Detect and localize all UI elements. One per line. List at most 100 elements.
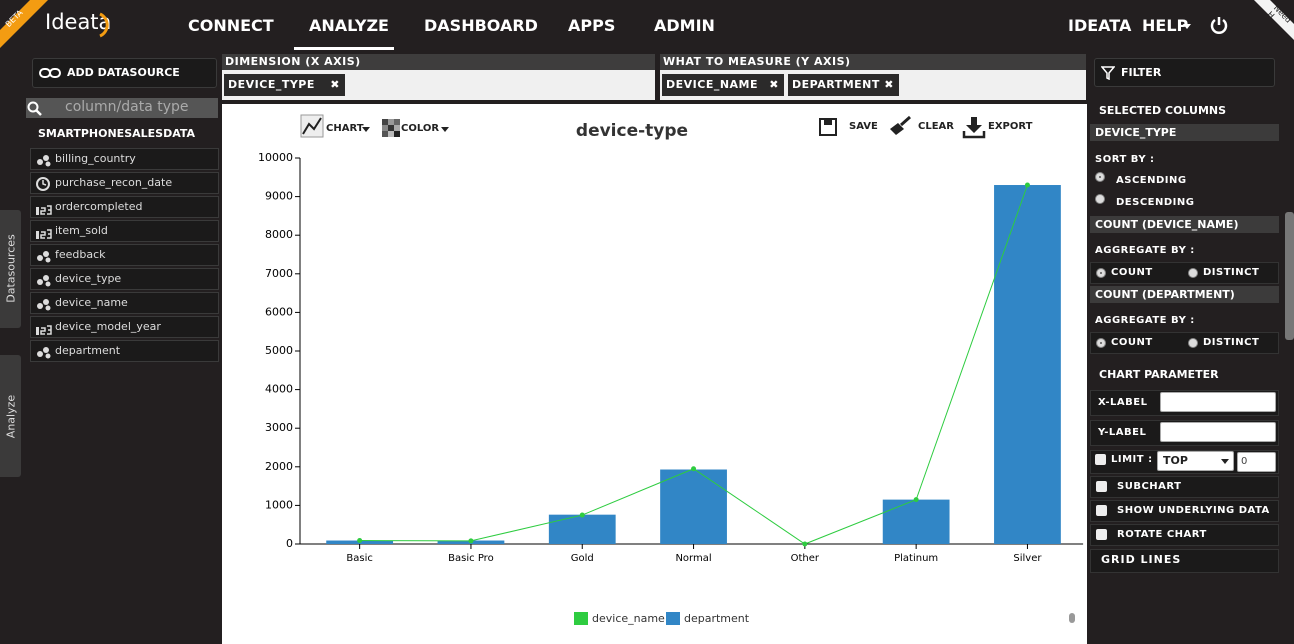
column-type-icon	[36, 177, 50, 191]
side-tab-label: Analyze	[4, 394, 18, 439]
dimension-header: DIMENSION (X AXIS)	[222, 54, 655, 70]
line-point	[913, 497, 919, 503]
scrollbar[interactable]	[1285, 212, 1294, 340]
datasource-name[interactable]: SMARTPHONESALESDATA	[38, 127, 196, 140]
agg-row	[1090, 332, 1279, 354]
help-ribbon[interactable]	[1254, 0, 1294, 40]
checkbox-row[interactable]: ROTATE CHART	[1090, 524, 1279, 546]
column-type-icon	[36, 229, 52, 239]
nav-item[interactable]: APPS	[568, 16, 616, 35]
column-name: item_sold	[55, 224, 108, 237]
checkbox[interactable]	[1096, 529, 1107, 540]
checkbox-row[interactable]: SUBCHART	[1090, 476, 1279, 498]
measure-header: WHAT TO MEASURE (Y AXIS)	[660, 54, 1086, 70]
column-item[interactable]: department	[30, 340, 219, 362]
aggregate-option[interactable]: COUNT	[1111, 337, 1153, 348]
chart-type-button[interactable]: CHART	[326, 123, 364, 134]
aggregate-label: AGGREGATE BY :	[1095, 315, 1195, 326]
column-type-icon	[37, 299, 51, 311]
color-button[interactable]: COLOR	[401, 123, 440, 134]
nav-item[interactable]: ADMIN	[654, 16, 715, 35]
aggregate-option[interactable]: DISTINCT	[1203, 267, 1260, 278]
column-item[interactable]: device_name	[30, 292, 219, 314]
checkbox-label: ROTATE CHART	[1117, 529, 1207, 540]
checkbox-label: SHOW UNDERLYING DATA	[1117, 505, 1270, 516]
clear-button[interactable]: CLEAR	[918, 121, 954, 132]
help-menu[interactable]: HELP	[1142, 16, 1189, 35]
checkbox[interactable]	[1096, 505, 1107, 516]
dimension-chip[interactable]: DEVICE_TYPE ✖	[224, 74, 345, 96]
column-type-icon	[37, 251, 51, 263]
checkbox[interactable]	[1096, 481, 1107, 492]
column-name: device_model_year	[55, 320, 161, 333]
measure-chip[interactable]: DEPARTMENT ✖	[788, 74, 899, 96]
line-point	[691, 466, 697, 472]
chip-label: DEPARTMENT	[792, 78, 880, 91]
selected-columns-title: SELECTED COLUMNS	[1099, 104, 1227, 117]
radio-button[interactable]	[1188, 338, 1198, 348]
aggregate-option[interactable]: COUNT	[1111, 267, 1153, 278]
y-tick-label: 6000	[265, 305, 293, 318]
text-input[interactable]	[1160, 392, 1276, 412]
search-box[interactable]	[26, 98, 218, 118]
chart: device-type 0 1000 2000 3000 4000 5000 6000 700…	[258, 121, 1084, 625]
column-item[interactable]: billing_country	[30, 148, 219, 170]
chip-label: DEVICE_TYPE	[228, 78, 315, 91]
side-tab-label: Datasources	[4, 234, 18, 303]
y-tick-label: 5000	[265, 344, 293, 357]
x-tick-label: Platinum	[894, 553, 938, 564]
column-item[interactable]: ordercompleted	[30, 196, 219, 218]
save-icon	[819, 118, 837, 136]
radio-button[interactable]	[1095, 172, 1105, 182]
column-item[interactable]: feedback	[30, 244, 219, 266]
export-button[interactable]: EXPORT	[988, 121, 1033, 132]
bar	[660, 469, 727, 544]
power-button[interactable]	[1209, 15, 1229, 35]
checkbox[interactable]	[1095, 454, 1106, 465]
user-menu[interactable]: IDEATA	[1068, 16, 1132, 35]
radio-button[interactable]	[1096, 338, 1106, 348]
side-tab[interactable]	[0, 210, 21, 328]
radio-button[interactable]	[1096, 268, 1106, 278]
grid-lines-row[interactable]	[1090, 549, 1279, 573]
column-name: purchase_recon_date	[55, 176, 173, 189]
save-button[interactable]: SAVE	[849, 121, 878, 132]
chip-label: DEVICE_NAME	[666, 78, 759, 91]
x-tick-label: Normal	[675, 553, 711, 564]
limit-input[interactable]: 0	[1237, 452, 1276, 472]
column-item[interactable]: item_sold	[30, 220, 219, 242]
nav-item[interactable]: DASHBOARD	[424, 16, 538, 35]
line-point	[468, 538, 474, 544]
column-item[interactable]: purchase_recon_date	[30, 172, 219, 194]
logo-arc	[99, 12, 109, 38]
nav-item[interactable]: ANALYZE	[309, 16, 389, 35]
sort-option[interactable]: DESCENDING	[1116, 197, 1195, 208]
column-type-icon	[36, 205, 52, 215]
checkbox-row[interactable]: SHOW UNDERLYING DATA	[1090, 500, 1279, 522]
beta-ribbon	[0, 0, 48, 48]
column-type-icon	[36, 325, 52, 335]
sort-option[interactable]: ASCENDING	[1116, 175, 1187, 186]
line-point	[579, 512, 585, 518]
aggregate-option[interactable]: DISTINCT	[1203, 337, 1260, 348]
legend-label: device_name	[592, 612, 665, 625]
chart-title: device-type	[576, 121, 688, 141]
radio-button[interactable]	[1188, 268, 1198, 278]
y-tick-label: 0	[286, 537, 293, 550]
text-input[interactable]	[1160, 422, 1276, 442]
column-item[interactable]: device_model_year	[30, 316, 219, 338]
column-item[interactable]: device_type	[30, 268, 219, 290]
color-icon	[382, 119, 400, 137]
chart-type-icon	[300, 114, 324, 138]
y-tick-label: 1000	[265, 498, 293, 511]
radio-button[interactable]	[1095, 194, 1105, 204]
side-tab[interactable]	[0, 355, 21, 477]
nav-item[interactable]: CONNECT	[188, 16, 274, 35]
chart-scroll-handle	[1069, 613, 1075, 623]
chart-panel	[222, 104, 1087, 644]
limit-select[interactable]: TOP	[1157, 451, 1234, 471]
add-datasource-button[interactable]: ADD DATASOURCE	[32, 58, 217, 88]
filter-button[interactable]: FILTER	[1094, 58, 1275, 87]
agg-row	[1090, 262, 1279, 284]
measure-chip[interactable]: DEVICE_NAME ✖	[662, 74, 784, 96]
